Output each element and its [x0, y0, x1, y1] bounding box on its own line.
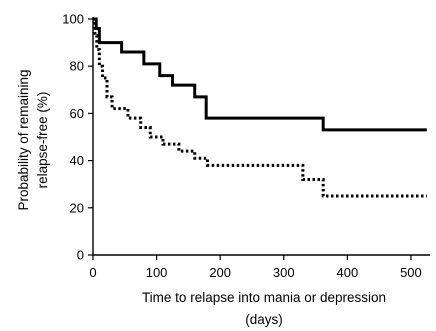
x-tick-label: 400 — [336, 265, 358, 280]
y-tick-label: 0 — [77, 248, 84, 263]
x-tick-label: 100 — [146, 265, 168, 280]
x-axis-title-line: Time to relapse into mania or depression — [142, 290, 386, 305]
y-tick-label: 60 — [70, 106, 84, 121]
y-axis-title-line: relapse-free (%) — [35, 92, 50, 189]
axes — [92, 17, 430, 256]
x-tick-label: 0 — [89, 265, 96, 280]
series-line-solid — [93, 17, 427, 132]
x-tick-label: 200 — [209, 265, 231, 280]
y-tick-label: 80 — [70, 59, 84, 74]
series-layer — [93, 17, 427, 198]
x-tick-label: 300 — [273, 265, 295, 280]
series-line-dotted — [93, 17, 427, 198]
x-axis-title-line: (days) — [245, 312, 283, 327]
y-axis-title-line: Probability of remaining — [16, 69, 31, 210]
x-tick-label: 500 — [400, 265, 422, 280]
axis-titles: Time to relapse into mania or depression… — [16, 69, 386, 327]
y-tick-label: 40 — [70, 153, 84, 168]
y-tick-label: 100 — [62, 12, 84, 27]
y-tick-label: 20 — [70, 200, 84, 215]
ticks: 0 100 200 300 400 500 0 20 40 60 80 100 — [62, 12, 421, 281]
